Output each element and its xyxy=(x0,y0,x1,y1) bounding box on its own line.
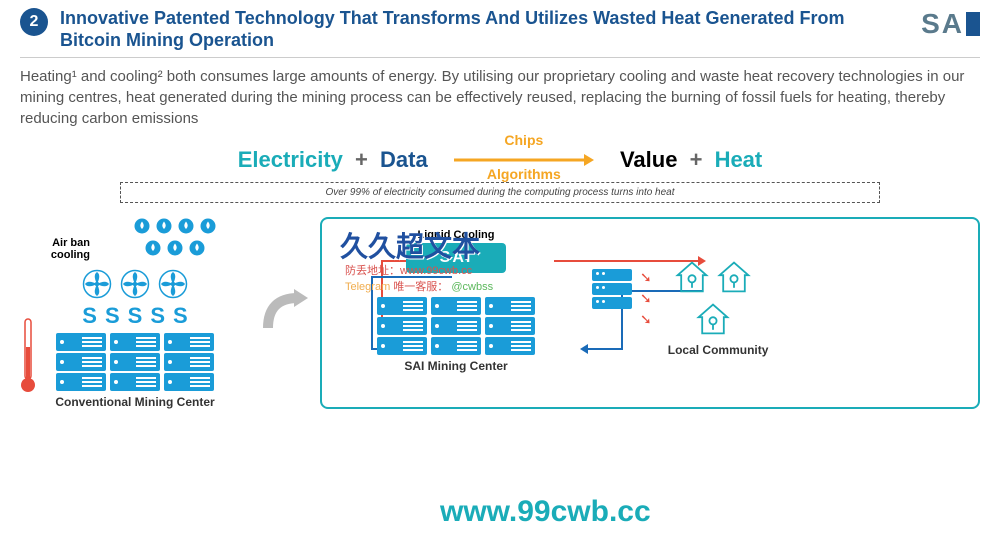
server-unit-icon xyxy=(110,333,160,351)
transition-panel xyxy=(260,217,310,409)
server-grid-left xyxy=(20,333,250,391)
flame-icon xyxy=(155,217,173,235)
flame-icon xyxy=(166,239,184,257)
server-unit-icon xyxy=(164,373,214,391)
heat-wave-icon: S xyxy=(105,303,120,329)
heat-arrow-icon: ➘ xyxy=(640,290,652,307)
server-unit-icon xyxy=(431,317,481,335)
server-unit-icon xyxy=(110,353,160,371)
eq-plus1: + xyxy=(355,147,368,172)
server-unit-icon xyxy=(377,297,427,315)
subtitle-text: Heating¹ and cooling² both consumes larg… xyxy=(0,66,1000,129)
heat-wave-icon: S xyxy=(173,303,188,329)
conventional-label: Conventional Mining Center xyxy=(20,395,250,409)
server-unit-icon xyxy=(164,333,214,351)
logo-text: SA xyxy=(921,8,964,40)
eq-heat: Heat xyxy=(715,147,763,172)
watermark-url: www.99cwb.cc xyxy=(440,495,651,529)
sai-center-label: SAI Mining Center xyxy=(336,359,576,373)
eq-chips-label: Chips xyxy=(504,132,543,148)
server-unit-icon xyxy=(485,297,535,315)
wave-row: SSSSS xyxy=(20,303,250,329)
flame-grid xyxy=(125,217,225,257)
flame-icon xyxy=(133,217,151,235)
server-unit-icon xyxy=(56,353,106,371)
community-block: Local Community xyxy=(668,229,769,357)
eq-data: Data xyxy=(380,147,428,172)
curved-arrow-icon xyxy=(260,283,310,343)
server-unit-icon xyxy=(431,337,481,355)
air-cooling-label: Air ban cooling xyxy=(20,217,90,261)
server-grid-right xyxy=(336,297,576,355)
device-unit-icon xyxy=(592,297,632,309)
house-icon xyxy=(695,301,731,337)
fan-icon xyxy=(158,269,188,299)
heat-wave-icon: S xyxy=(150,303,165,329)
server-unit-icon xyxy=(164,353,214,371)
page-title: Innovative Patented Technology That Tran… xyxy=(60,8,901,51)
house-grid xyxy=(668,259,758,337)
server-unit-icon xyxy=(377,317,427,335)
heat-wave-icon: S xyxy=(128,303,143,329)
thermometer-icon xyxy=(20,317,36,397)
server-unit-icon xyxy=(56,373,106,391)
header: 2 Innovative Patented Technology That Tr… xyxy=(0,0,1000,55)
section-badge: 2 xyxy=(20,8,48,36)
logo-block-icon xyxy=(966,12,980,36)
device-unit-icon xyxy=(592,269,632,281)
fan-icon xyxy=(120,269,150,299)
device-stack xyxy=(592,269,632,328)
fan-icon xyxy=(82,269,112,299)
flame-icon xyxy=(144,239,162,257)
fan-row xyxy=(20,269,250,299)
flame-icon xyxy=(188,239,206,257)
eq-electricity: Electricity xyxy=(238,147,343,172)
flame-icon xyxy=(177,217,195,235)
watermark-addr: 防丢地址：www.99cwb.cc xyxy=(345,262,472,278)
watermark-telegram: Telegram 唯一客服： @cwbss xyxy=(345,278,493,294)
eq-plus2: + xyxy=(690,147,703,172)
eq-arrow-icon: Chips Algorithms xyxy=(454,148,594,174)
server-unit-icon xyxy=(485,337,535,355)
flame-icon xyxy=(199,217,217,235)
server-unit-icon xyxy=(485,317,535,335)
eq-value: Value xyxy=(620,147,677,172)
device-unit-icon xyxy=(592,283,632,295)
heat-wave-icon: S xyxy=(82,303,97,329)
watermark-cn: 久久超文本 xyxy=(340,225,480,265)
house-icon xyxy=(716,259,752,295)
server-unit-icon xyxy=(377,337,427,355)
heat-arrow-icon: ➘ xyxy=(640,311,652,328)
sai-logo: SA xyxy=(921,8,980,40)
heat-arrow-icon: ➘ xyxy=(640,269,652,286)
heat-exchange-block: ➘ ➘ ➘ xyxy=(592,229,652,328)
equation-row: Electricity + Data Chips Algorithms Valu… xyxy=(0,147,1000,174)
dashed-note: Over 99% of electricity consumed during … xyxy=(120,182,880,203)
heat-arrows: ➘ ➘ ➘ xyxy=(640,269,652,328)
header-divider xyxy=(20,57,980,58)
server-unit-icon xyxy=(56,333,106,351)
diagram-area: Air ban cooling SSSSS Conventional Minin… xyxy=(20,217,980,409)
server-unit-icon xyxy=(431,297,481,315)
house-icon xyxy=(674,259,710,295)
community-label: Local Community xyxy=(668,343,769,357)
server-unit-icon xyxy=(110,373,160,391)
conventional-panel: Air ban cooling SSSSS Conventional Minin… xyxy=(20,217,250,409)
eq-algorithms-label: Algorithms xyxy=(487,166,561,182)
